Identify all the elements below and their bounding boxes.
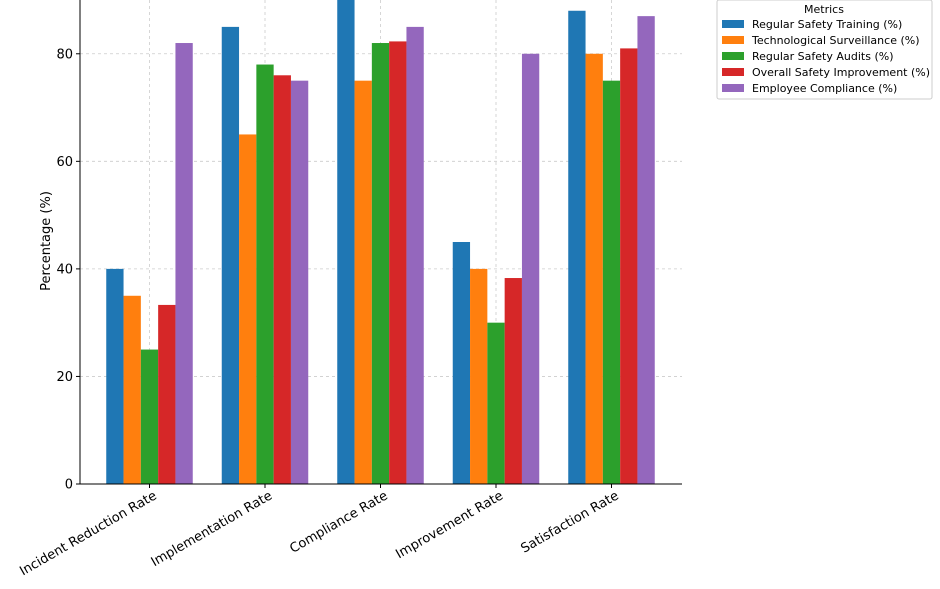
x-tick-label: Incident Reduction Rate: [17, 488, 159, 579]
legend-title: Metrics: [804, 3, 844, 16]
legend-swatch: [722, 68, 744, 76]
bar: [406, 26, 424, 485]
y-ticks: 0 20 40 60 80: [56, 47, 80, 493]
bar: [568, 10, 586, 485]
legend-frame: [716, 0, 933, 100]
bar: [354, 80, 372, 485]
legend-entry-label: Regular Safety Audits (%): [752, 50, 893, 63]
legend-items: Regular Safety Training (%) Technological…: [722, 18, 930, 95]
y-tick-label: 20: [56, 370, 73, 385]
legend-entry-label: Employee Compliance (%): [752, 82, 897, 95]
y-tick-label: 60: [56, 155, 73, 170]
legend-swatch: [722, 20, 744, 28]
legend: Metrics Regular Safety Training (%) Techn…: [716, 0, 933, 100]
bar: [158, 304, 176, 484]
bar: [504, 278, 522, 484]
bar: [602, 80, 621, 485]
bars: [106, 0, 655, 485]
bar: [290, 80, 309, 485]
legend-entry-label: Regular Safety Training (%): [752, 18, 902, 31]
bar: [140, 349, 159, 484]
x-tick-label: Improvement Rate: [393, 488, 506, 562]
legend-swatch: [722, 52, 744, 60]
legend-swatch: [722, 36, 744, 44]
legend-swatch: [722, 84, 744, 92]
bar: [123, 295, 141, 484]
bar: [470, 268, 488, 484]
legend-entry-label: Overall Safety Improvement (%): [752, 66, 930, 79]
bar: [337, 0, 355, 484]
bar: [371, 43, 390, 485]
legend-entry-label: Technological Surveillance (%): [751, 34, 920, 47]
bar: [221, 26, 240, 485]
bar: [487, 322, 505, 484]
x-tick-label: Compliance Rate: [287, 488, 390, 556]
bar: [637, 16, 655, 485]
bar: [585, 53, 603, 485]
x-tick-label: Implementation Rate: [149, 488, 275, 570]
y-tick-label: 80: [56, 47, 73, 62]
y-tick-label: 40: [56, 262, 73, 277]
bar: [239, 134, 257, 484]
bar: [521, 53, 540, 485]
bar: [106, 268, 124, 484]
y-axis-label: Percentage (%): [39, 191, 54, 291]
bar: [389, 41, 407, 485]
bar: [452, 242, 471, 484]
bar: [620, 48, 638, 485]
bar: [175, 43, 193, 485]
x-tick-label: Satisfaction Rate: [519, 488, 622, 556]
y-tick-label: 0: [65, 478, 73, 493]
bar: [256, 64, 274, 485]
bar: [273, 75, 291, 485]
